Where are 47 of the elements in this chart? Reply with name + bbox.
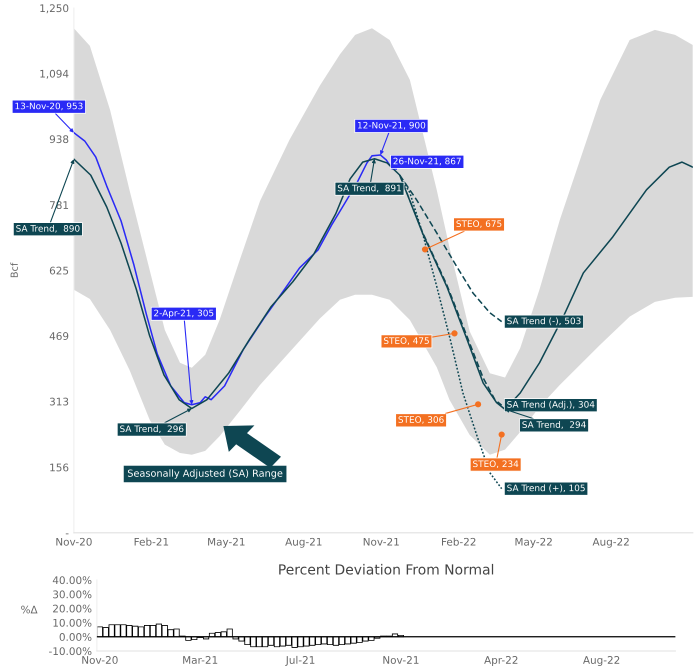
y-tick-label: 30.00% bbox=[53, 590, 92, 598]
x-tick-label: Nov-21 bbox=[364, 538, 399, 546]
annotation: 12-Nov-21, 900 bbox=[358, 122, 426, 130]
x-tick-label: Nov-21 bbox=[383, 656, 418, 664]
y-tick-label: 10.00% bbox=[53, 618, 92, 627]
annotation: 26-Nov-21, 867 bbox=[393, 158, 461, 166]
x-tick-label: Jul-21 bbox=[285, 656, 314, 666]
x-tick-label: May-21 bbox=[208, 538, 245, 548]
annotation: STEO, 234 bbox=[473, 460, 518, 468]
annotation: 2-Apr-21, 305 bbox=[154, 310, 214, 318]
x-tick-label: Aug-22 bbox=[583, 656, 620, 666]
x-tick-label: Aug-22 bbox=[592, 538, 629, 548]
x-tick-label: Nov-20 bbox=[82, 656, 118, 664]
y-tick-label: 156 bbox=[50, 464, 68, 472]
y-tick-label: 0.00% bbox=[60, 633, 92, 641]
annotation: SA Trend (Adj.), 304 bbox=[507, 400, 594, 410]
annotation: SA Trend (+), 105 bbox=[507, 484, 585, 492]
y-tick-label: 40.00% bbox=[52, 576, 92, 584]
annotation: STEO, 306 bbox=[398, 416, 444, 424]
y-tick-label: 938 bbox=[50, 135, 68, 144]
x-tick-label: Aug-21 bbox=[285, 538, 322, 548]
y-tick-label: 1,250 bbox=[40, 4, 68, 14]
y-tick-label: - bbox=[66, 533, 69, 534]
y-tick-label: 313 bbox=[50, 398, 68, 406]
annotation: SA Trend, 891 bbox=[338, 184, 401, 192]
annotation: SA Trend, 294 bbox=[522, 421, 586, 429]
y-axis-title: Bcf bbox=[10, 262, 18, 278]
annotation: SA Trend, 890 bbox=[16, 224, 80, 233]
x-tick-label: Nov-20 bbox=[56, 538, 92, 546]
x-tick-label: Feb-22 bbox=[442, 538, 476, 546]
y-tick-label: 20.00% bbox=[53, 604, 92, 613]
y-tick-label: 1,094 bbox=[40, 70, 68, 79]
annotation: STEO, 475 bbox=[384, 337, 429, 345]
annotation: SA Trend, 296 bbox=[120, 425, 184, 434]
annotation: STEO, 675 bbox=[456, 220, 502, 228]
y-tick-label: 469 bbox=[50, 332, 68, 340]
legend-label: Seasonally Adjusted (SA) Range bbox=[128, 469, 282, 479]
annotation: 13-Nov-20, 953 bbox=[15, 102, 83, 110]
y-axis-title: %Δ bbox=[21, 606, 38, 614]
x-tick-label: Mar-21 bbox=[183, 656, 218, 664]
x-tick-label: Feb-21 bbox=[134, 538, 168, 546]
x-tick-label: May-22 bbox=[516, 538, 552, 548]
y-tick-label: 625 bbox=[50, 266, 68, 275]
annotation: SA Trend (-), 503 bbox=[507, 317, 581, 326]
chart-title: Percent Deviation From Normal bbox=[279, 564, 494, 575]
y-tick-label: -10.00% bbox=[49, 647, 92, 656]
x-tick-label: Apr-22 bbox=[484, 656, 518, 666]
